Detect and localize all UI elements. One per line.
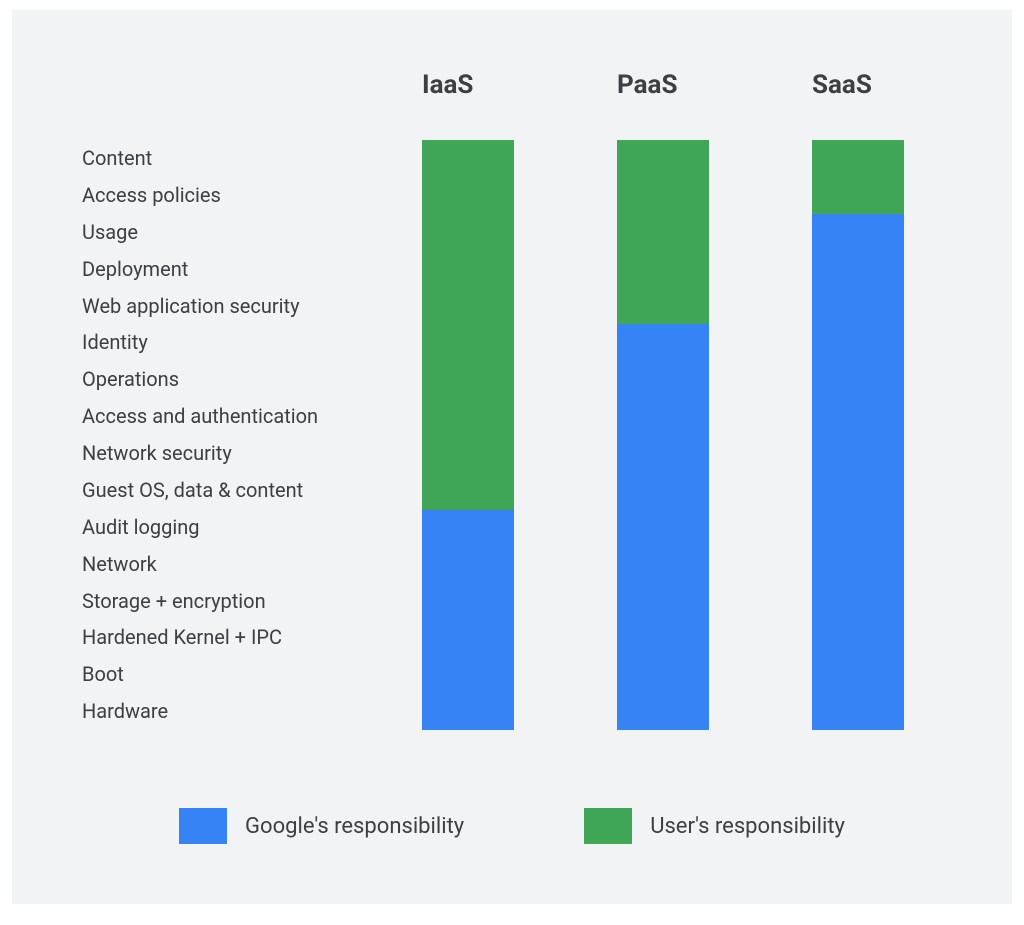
legend-label: User's responsibility — [650, 814, 845, 839]
bar-column — [617, 140, 757, 730]
chart-body: ContentAccess policiesUsageDeploymentWeb… — [82, 140, 952, 730]
layer-label: Storage + encryption — [82, 583, 422, 620]
column-header: PaaS — [617, 70, 757, 100]
segment-google — [812, 214, 904, 730]
segment-google — [422, 509, 514, 730]
layer-label: Hardware — [82, 693, 422, 730]
layer-label: Identity — [82, 324, 422, 361]
bar-column — [812, 140, 952, 730]
responsibility-chart: IaaS PaaS SaaS ContentAccess policiesUsage… — [12, 10, 1012, 904]
layer-label: Web application security — [82, 288, 422, 325]
layer-label: Content — [82, 140, 422, 177]
segment-user — [422, 140, 514, 509]
legend: Google's responsibility User's responsibi… — [12, 808, 1012, 844]
layer-label: Network security — [82, 435, 422, 472]
layer-label: Boot — [82, 656, 422, 693]
legend-item: User's responsibility — [584, 808, 845, 844]
bar-column — [422, 140, 562, 730]
bars-area — [422, 140, 952, 730]
column-header: SaaS — [812, 70, 952, 100]
layer-label: Operations — [82, 361, 422, 398]
column-headers: IaaS PaaS SaaS — [422, 70, 952, 100]
layer-label: Usage — [82, 214, 422, 251]
segment-user — [617, 140, 709, 324]
legend-item: Google's responsibility — [179, 808, 464, 844]
layer-label: Deployment — [82, 251, 422, 288]
stacked-bar — [617, 140, 709, 730]
stacked-bar — [422, 140, 514, 730]
stacked-bar — [812, 140, 904, 730]
layer-label: Guest OS, data & content — [82, 472, 422, 509]
layer-label: Access and authentication — [82, 398, 422, 435]
layer-labels: ContentAccess policiesUsageDeploymentWeb… — [82, 140, 422, 730]
layer-label: Audit logging — [82, 509, 422, 546]
layer-label: Network — [82, 546, 422, 583]
legend-label: Google's responsibility — [245, 814, 464, 839]
legend-swatch — [584, 808, 632, 844]
column-header: IaaS — [422, 70, 562, 100]
segment-google — [617, 324, 709, 730]
layer-label: Access policies — [82, 177, 422, 214]
legend-swatch — [179, 808, 227, 844]
layer-label: Hardened Kernel + IPC — [82, 619, 422, 656]
segment-user — [812, 140, 904, 214]
